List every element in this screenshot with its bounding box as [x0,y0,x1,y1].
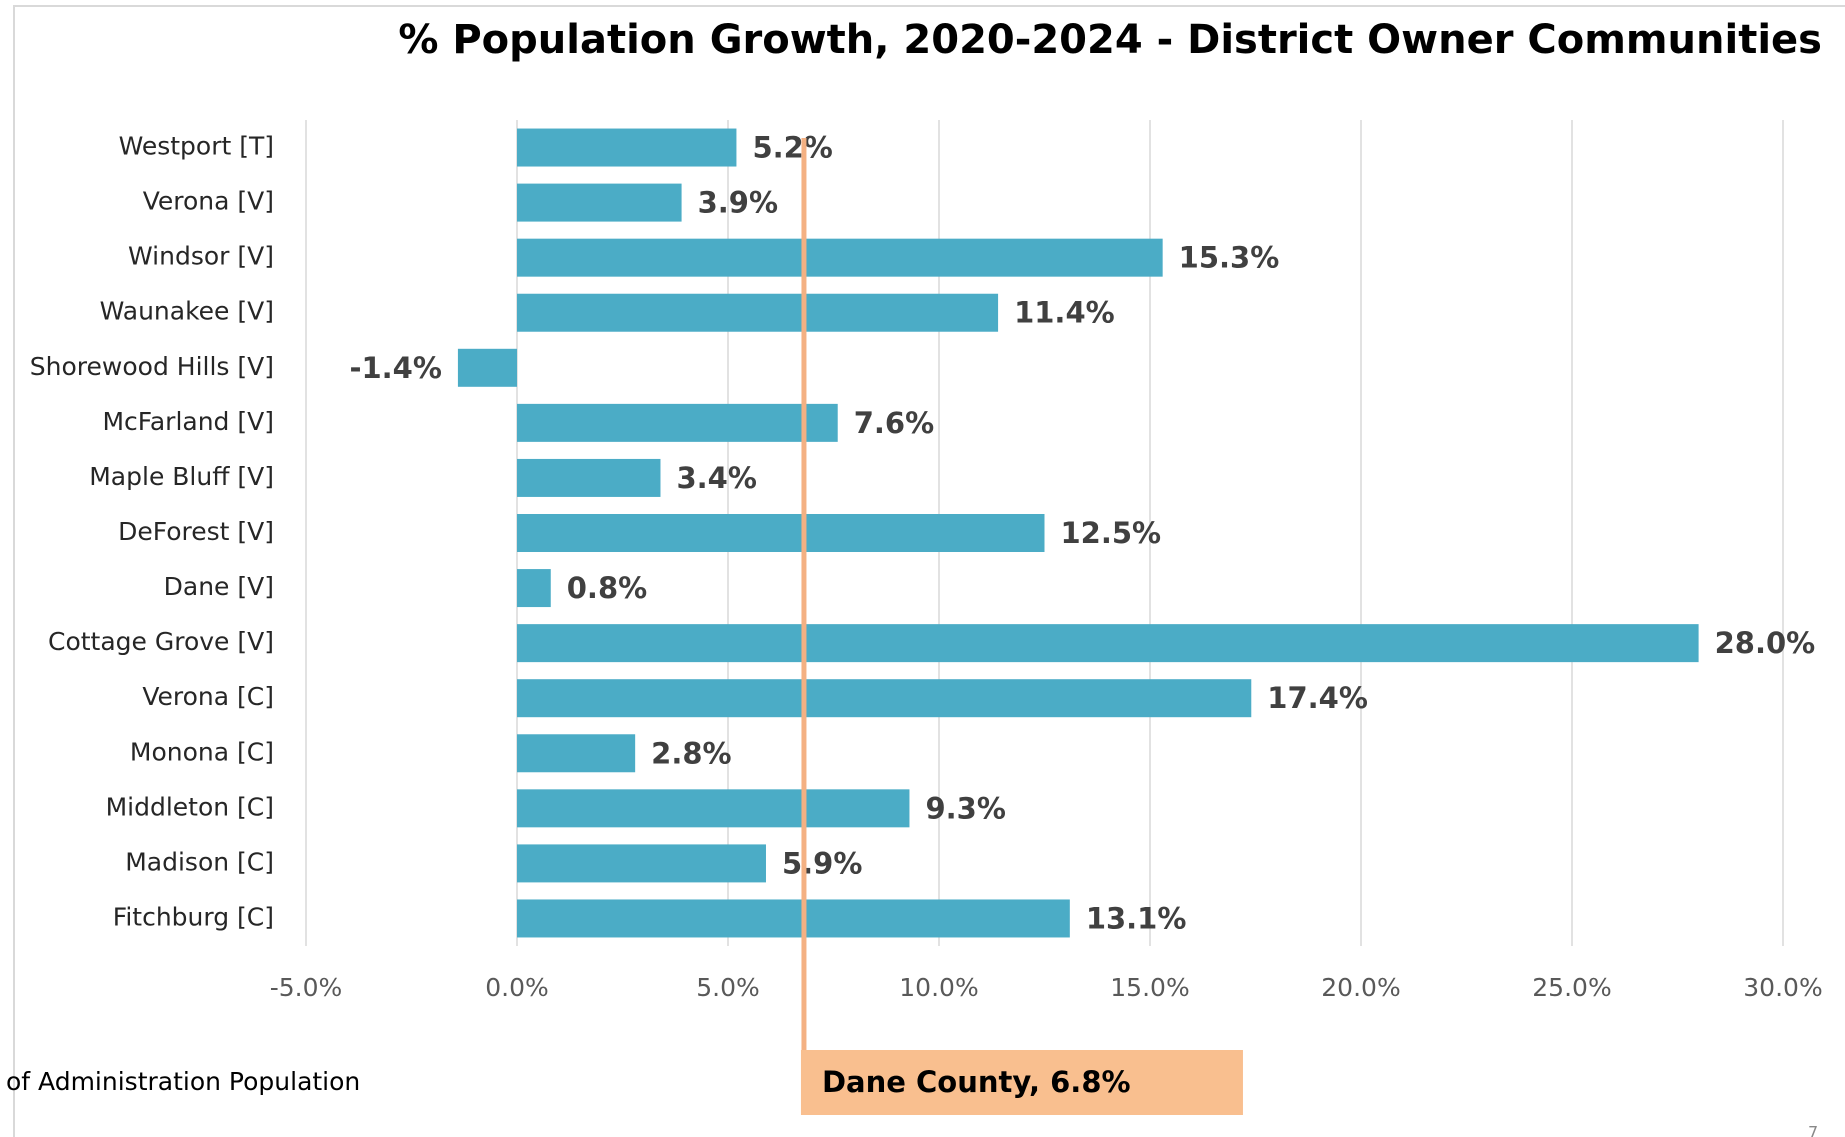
y-tick-label: Monona [C] [130,737,274,766]
bar [517,403,838,442]
data-label: -1.4% [349,351,441,385]
x-tick-label: 15.0% [1110,973,1189,1002]
bar [517,238,1163,277]
footnote: of Administration Population [6,1067,360,1096]
data-label: 28.0% [1715,626,1816,660]
data-label: 15.3% [1179,241,1280,275]
page-number: 7 [1808,1123,1818,1137]
y-tick-label: Madison [C] [125,847,274,876]
y-tick-label: Fitchburg [C] [113,902,274,931]
bar [517,734,636,773]
data-label: 3.9% [698,186,778,220]
data-label: 5.2% [752,131,832,165]
y-tick-label: Verona [V] [143,187,274,216]
y-tick-label: Shorewood Hills [V] [30,352,274,381]
data-label: 17.4% [1267,681,1368,715]
data-label: 12.5% [1061,516,1162,550]
y-tick-label: DeForest [V] [118,517,274,546]
chart-title: % Population Growth, 2020-2024 - Distric… [398,17,1822,63]
y-tick-label: Westport [T] [119,132,274,161]
y-tick-label: Verona [C] [142,682,274,711]
y-tick-label: Waunakee [V] [100,297,274,326]
y-tick-label: McFarland [V] [102,407,274,436]
bar [517,789,910,828]
data-label: 3.4% [676,461,756,495]
x-tick-label: 10.0% [899,973,978,1002]
data-label: 0.8% [567,571,647,605]
bar [517,514,1045,552]
bar [517,569,551,608]
data-label: 2.8% [651,736,731,770]
data-label: 13.1% [1086,901,1187,935]
x-tick-label: 25.0% [1532,973,1611,1002]
bar [517,679,1252,718]
bar [517,183,682,222]
data-label: 7.6% [854,406,934,440]
x-tick-label: 0.0% [485,973,549,1002]
y-tick-label: Cottage Grove [V] [48,627,274,656]
slide-border [13,5,1845,1137]
y-tick-label: Middleton [C] [106,792,274,821]
x-tick-label: 5.0% [696,973,760,1002]
bar [517,844,766,883]
bar [517,899,1070,938]
y-tick-label: Maple Bluff [V] [89,462,274,491]
bar [457,348,517,387]
bar [517,624,1699,663]
data-label: 9.3% [925,791,1005,825]
x-tick-label: -5.0% [270,973,343,1002]
bar [517,458,661,497]
reference-label-box [800,1050,1243,1115]
data-label: 11.4% [1014,296,1115,330]
bar [517,128,737,167]
bar [517,293,999,332]
reference-label: Dane County, 6.8% [822,1065,1131,1099]
y-tick-label: Windsor [V] [128,242,274,271]
x-tick-label: 30.0% [1743,973,1822,1002]
y-tick-label: Dane [V] [164,572,274,601]
data-label: 5.9% [782,846,862,880]
x-tick-label: 20.0% [1321,973,1400,1002]
